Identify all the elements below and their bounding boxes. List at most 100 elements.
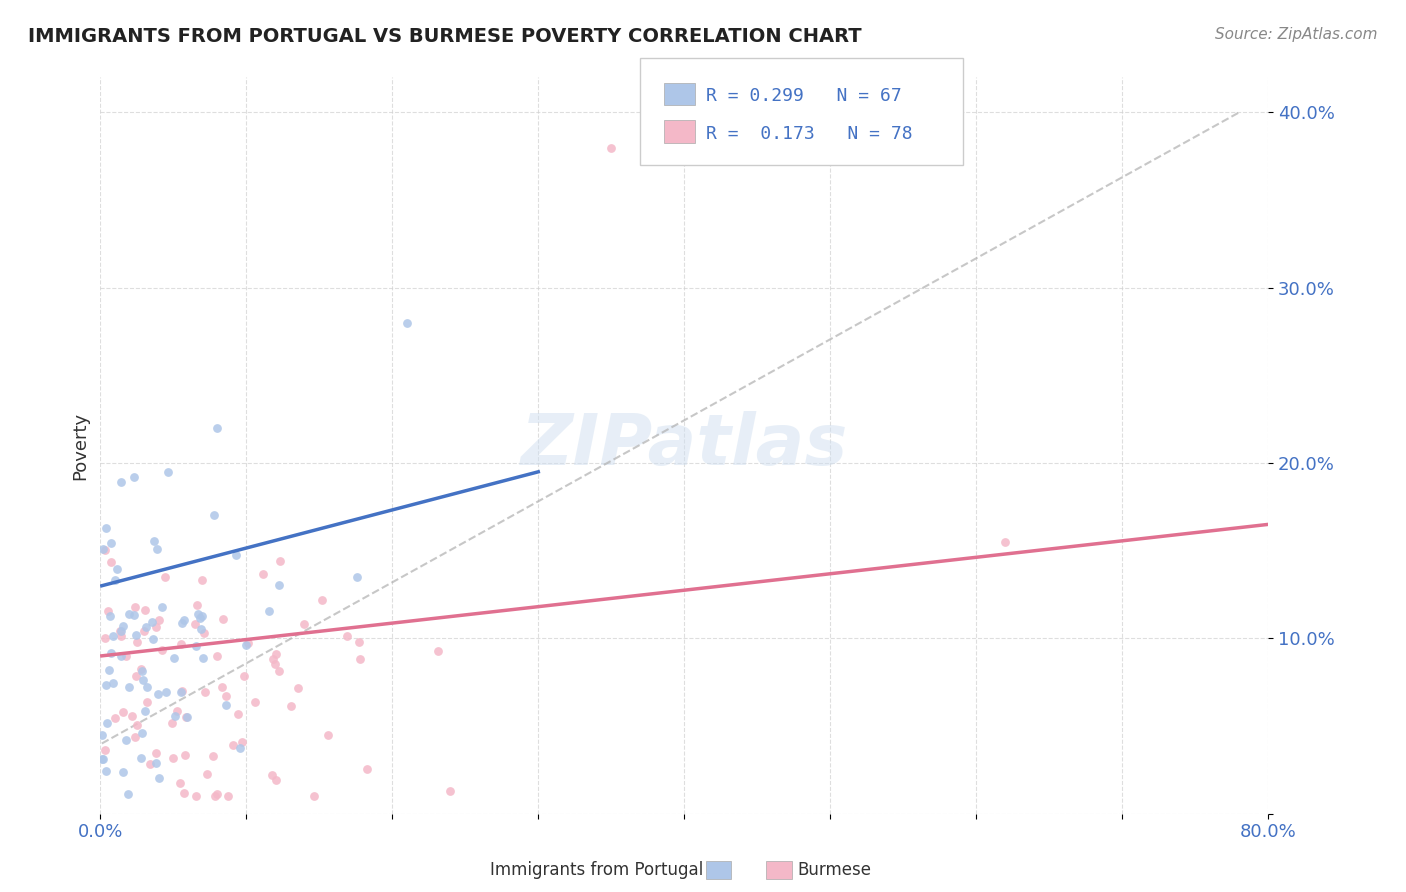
Point: [165, 709, 187, 723]
Point: [155, 685, 177, 699]
Point: [349, 634, 371, 648]
Point: [169, 775, 191, 789]
Point: [127, 635, 149, 649]
Point: [145, 746, 167, 760]
Point: [316, 728, 339, 742]
Point: [176, 710, 198, 724]
Point: [267, 664, 290, 678]
Point: [145, 541, 167, 556]
Point: [97, 604, 120, 618]
Point: [125, 628, 148, 642]
Point: [96, 716, 118, 731]
Point: [145, 619, 167, 633]
Point: [287, 681, 309, 695]
Point: [110, 624, 132, 638]
Point: [143, 533, 166, 548]
Point: [122, 607, 145, 622]
Point: [153, 570, 176, 584]
Point: [129, 750, 152, 764]
Point: [141, 615, 163, 630]
Point: [346, 570, 368, 584]
Point: [160, 716, 183, 731]
Point: [356, 763, 378, 777]
Point: [156, 465, 179, 479]
Text: R =  0.173   N = 78: R = 0.173 N = 78: [706, 125, 912, 143]
Point: [170, 685, 193, 699]
Point: [263, 657, 285, 671]
Point: [103, 629, 125, 643]
Point: [162, 651, 184, 665]
Point: [205, 787, 228, 801]
Point: [134, 705, 156, 719]
Text: Burmese: Burmese: [797, 861, 872, 879]
Point: [600, 140, 623, 154]
Point: [103, 676, 125, 690]
Point: [132, 624, 155, 639]
Point: [135, 681, 157, 695]
Point: [100, 535, 122, 549]
Point: [132, 673, 155, 687]
Point: [217, 789, 239, 803]
Point: [124, 600, 146, 615]
Point: [238, 635, 260, 649]
Point: [104, 573, 127, 587]
Point: [91, 541, 114, 556]
Point: [124, 470, 146, 484]
Point: [170, 637, 193, 651]
Point: [135, 619, 157, 633]
Point: [205, 421, 228, 435]
Point: [269, 577, 291, 591]
Point: [336, 629, 359, 643]
Point: [162, 751, 184, 765]
Text: ZIPatlas: ZIPatlas: [520, 411, 848, 480]
Point: [98, 664, 121, 678]
Point: [112, 705, 135, 719]
Point: [229, 740, 252, 755]
Point: [110, 475, 132, 490]
Point: [91, 752, 114, 766]
Point: [118, 607, 141, 621]
Point: [184, 789, 207, 803]
Point: [187, 607, 209, 621]
Point: [204, 789, 226, 803]
Point: [994, 535, 1017, 549]
Point: [114, 732, 136, 747]
Point: [235, 638, 257, 652]
Point: [184, 616, 207, 631]
Point: [202, 749, 225, 764]
Point: [226, 706, 249, 721]
Point: [193, 625, 215, 640]
Point: [111, 619, 134, 633]
Point: [112, 764, 135, 779]
Point: [108, 624, 131, 638]
Point: [222, 738, 245, 752]
Point: [114, 649, 136, 664]
Point: [257, 604, 280, 618]
Point: [186, 598, 208, 612]
Point: [138, 757, 160, 772]
Point: [231, 735, 253, 749]
Point: [131, 725, 153, 739]
Point: [439, 783, 461, 797]
Point: [94, 678, 117, 692]
Point: [173, 748, 195, 763]
Point: [173, 614, 195, 628]
Point: [395, 316, 418, 330]
Point: [129, 662, 152, 676]
Point: [94, 542, 117, 557]
Point: [100, 646, 122, 660]
Point: [174, 709, 197, 723]
Point: [205, 648, 228, 663]
Text: Source: ZipAtlas.com: Source: ZipAtlas.com: [1215, 27, 1378, 42]
Point: [173, 786, 195, 800]
Point: [90, 728, 112, 742]
Point: [146, 687, 169, 701]
Point: [427, 644, 450, 658]
Point: [93, 743, 115, 757]
Point: [266, 647, 288, 661]
Point: [125, 717, 148, 731]
Point: [262, 652, 284, 666]
Point: [193, 651, 215, 665]
Point: [93, 631, 115, 645]
Point: [117, 787, 139, 801]
